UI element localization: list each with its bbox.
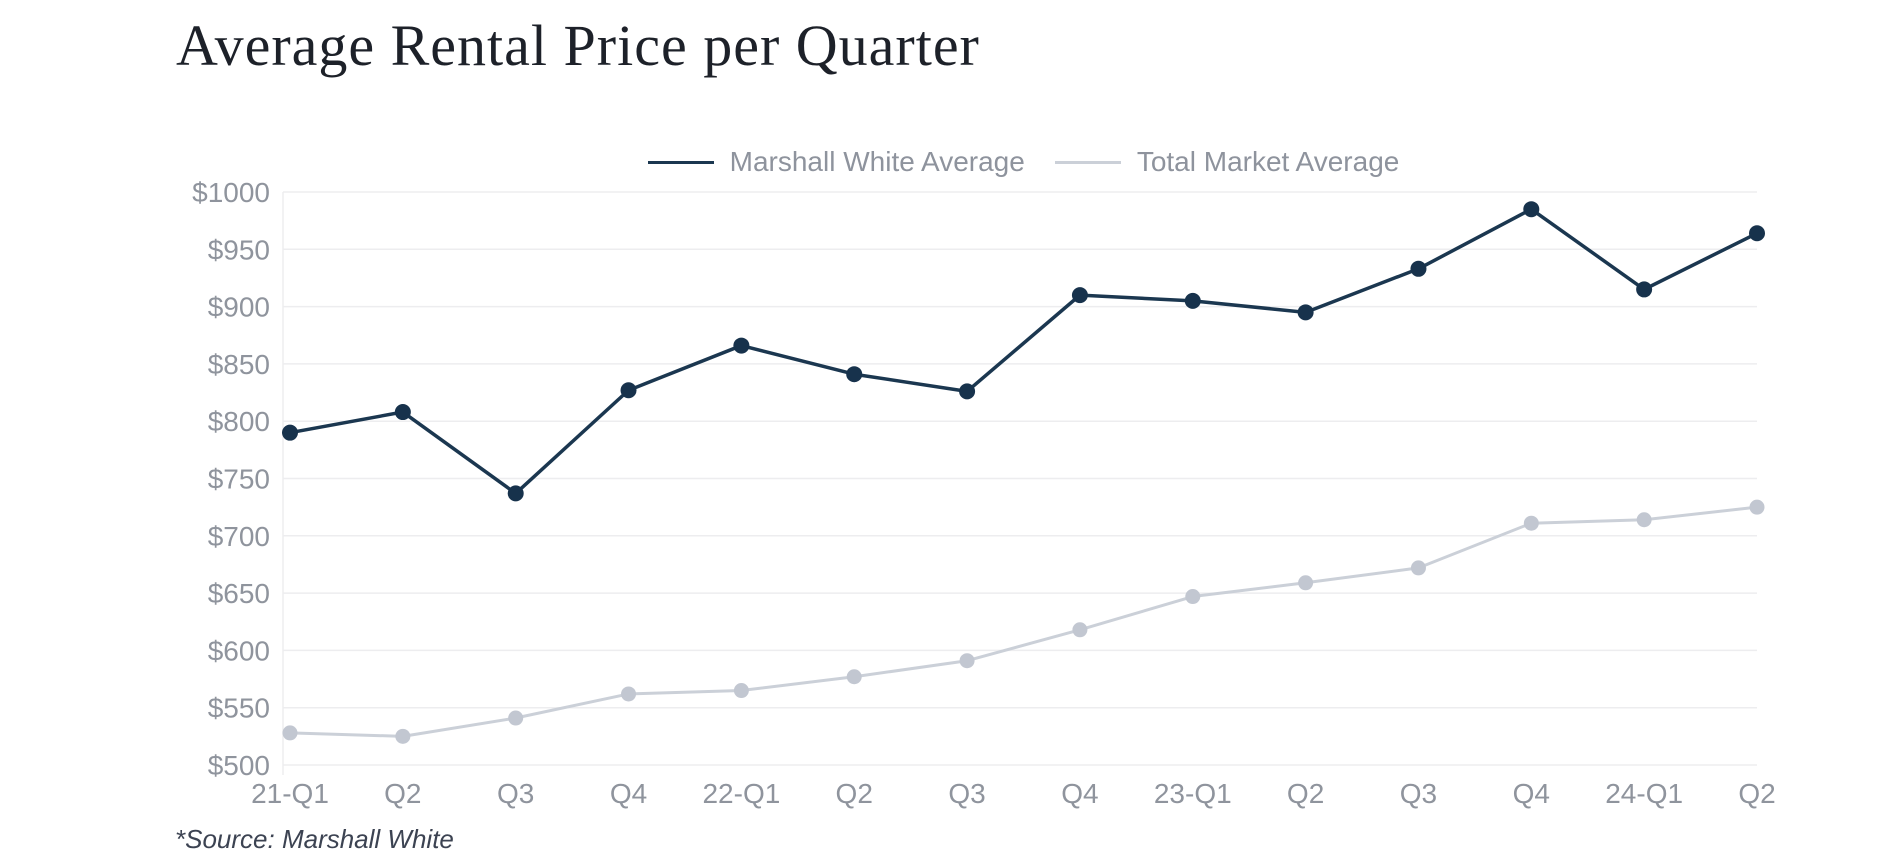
x-tick-label: Q4: [1513, 778, 1550, 809]
x-tick-label: Q2: [836, 778, 873, 809]
total-market-average-point: [1636, 512, 1652, 528]
total-market-average-point: [1298, 575, 1314, 591]
y-tick-label: $900: [208, 292, 270, 323]
y-tick-label: $500: [208, 750, 270, 781]
x-tick-label: 24-Q1: [1605, 778, 1683, 809]
x-tick-label: 23-Q1: [1154, 778, 1232, 809]
legend-label-total-market: Total Market Average: [1136, 146, 1400, 177]
marshall-white-average-point: [507, 485, 524, 502]
x-tick-label: Q2: [384, 778, 421, 809]
x-tick-label: Q4: [1061, 778, 1098, 809]
legend-item-total-market: Total Market Average: [1054, 146, 1400, 178]
total-market-average-point: [733, 683, 749, 699]
marshall-white-average-point: [959, 383, 976, 400]
source-note: *Source: Marshall White: [175, 824, 454, 854]
total-market-average-point: [1410, 560, 1426, 576]
total-market-average-point: [1523, 515, 1539, 531]
y-tick-label: $650: [208, 578, 270, 609]
legend-swatch-total-market: [1054, 160, 1121, 164]
legend-item-marshall-white: Marshall White Average: [647, 146, 1025, 178]
marshall-white-average-point: [282, 424, 298, 441]
total-market-average-point: [959, 653, 975, 669]
marshall-white-average-point: [1410, 260, 1427, 277]
marshall-white-average-point: [1184, 292, 1201, 309]
marshall-white-average-point: [1071, 287, 1088, 304]
y-tick-label: $550: [208, 693, 270, 724]
total-market-average-line: [288, 505, 1759, 738]
legend-label-marshall-white: Marshall White Average: [729, 146, 1025, 177]
marshall-white-average-point: [1636, 281, 1653, 298]
legend: Marshall White Average Total Market Aver…: [290, 146, 1757, 178]
y-tick-label: $800: [208, 406, 270, 437]
total-market-average-point: [282, 725, 298, 741]
marshall-white-average-point: [1297, 304, 1314, 321]
marshall-white-average-point: [1523, 201, 1540, 218]
total-market-average-point: [1072, 622, 1088, 638]
x-tick-label: 22-Q1: [702, 778, 780, 809]
total-market-average-point: [1185, 589, 1201, 605]
x-tick-label: Q3: [1400, 778, 1437, 809]
marshall-white-average-point: [846, 366, 863, 383]
total-market-average-point: [621, 686, 637, 702]
x-tick-label: 21-Q1: [251, 778, 329, 809]
y-tick-label: $850: [208, 349, 270, 380]
total-market-average-point: [395, 728, 411, 744]
chart-title: Average Rental Price per Quarter: [176, 13, 980, 78]
y-tick-label: $950: [208, 234, 270, 265]
marshall-white-average-point: [394, 404, 411, 421]
marshall-white-average-point: [733, 337, 750, 354]
marshall-white-average-line: [288, 207, 1759, 496]
legend-swatch-marshall-white: [647, 160, 714, 164]
y-tick-label: $1000: [192, 177, 270, 208]
x-tick-label: Q4: [610, 778, 647, 809]
marshall-white-average-point: [1749, 225, 1765, 242]
x-tick-label: Q3: [948, 778, 985, 809]
total-market-average-point: [508, 710, 524, 726]
marshall-white-average-point: [620, 382, 637, 399]
y-tick-label: $750: [208, 464, 270, 495]
total-market-average-point: [1749, 499, 1765, 515]
x-tick-label: Q2: [1738, 778, 1775, 809]
x-tick-label: Q2: [1287, 778, 1324, 809]
x-tick-label: Q3: [497, 778, 534, 809]
y-tick-label: $600: [208, 635, 270, 666]
y-tick-label: $700: [208, 521, 270, 552]
total-market-average-point: [846, 669, 862, 685]
